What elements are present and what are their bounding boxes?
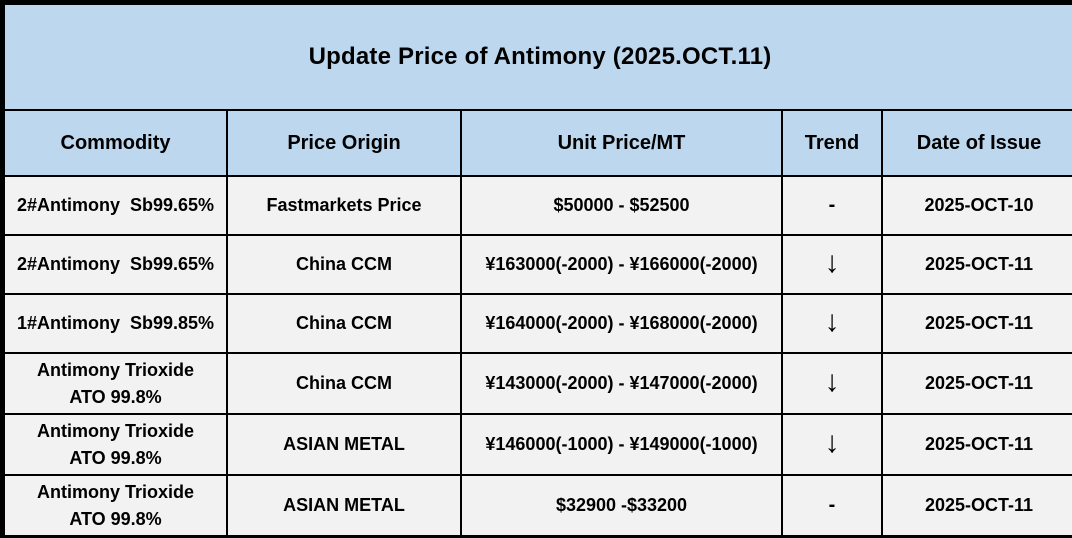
trend-down-arrow-icon: ↓ bbox=[781, 293, 883, 354]
table-row: 1#Antimony Sb99.85% China CCM ¥164000(-2… bbox=[3, 293, 1072, 354]
column-header-commodity: Commodity bbox=[3, 109, 228, 177]
date-of-issue-cell: 2025-OCT-11 bbox=[880, 293, 1072, 354]
price-origin-cell: ASIAN METAL bbox=[226, 413, 462, 476]
commodity-cell: 2#Antimony Sb99.65% bbox=[3, 175, 228, 236]
column-header-unit-price: Unit Price/MT bbox=[460, 109, 783, 177]
date-of-issue-cell: 2025-OCT-11 bbox=[880, 474, 1072, 537]
column-header-price-origin: Price Origin bbox=[226, 109, 462, 177]
date-of-issue-cell: 2025-OCT-11 bbox=[880, 234, 1072, 295]
commodity-cell: Antimony Trioxide ATO 99.8% bbox=[3, 474, 228, 537]
unit-price-cell: ¥164000(-2000) - ¥168000(-2000) bbox=[460, 293, 783, 354]
price-origin-cell: Fastmarkets Price bbox=[226, 175, 462, 236]
table-row: Antimony Trioxide ATO 99.8% ASIAN METAL … bbox=[3, 413, 1072, 476]
price-origin-cell: China CCM bbox=[226, 234, 462, 295]
trend-down-arrow-icon: ↓ bbox=[781, 413, 883, 476]
column-header-trend: Trend bbox=[781, 109, 883, 177]
date-of-issue-cell: 2025-OCT-11 bbox=[880, 352, 1072, 415]
date-of-issue-cell: 2025-OCT-10 bbox=[880, 175, 1072, 236]
commodity-cell: Antimony Trioxide ATO 99.8% bbox=[3, 352, 228, 415]
trend-cell: - bbox=[781, 175, 883, 236]
unit-price-cell: ¥143000(-2000) - ¥147000(-2000) bbox=[460, 352, 783, 415]
table-row: 2#Antimony Sb99.65% China CCM ¥163000(-2… bbox=[3, 234, 1072, 295]
title-row: Update Price of Antimony (2025.OCT.11) bbox=[2, 3, 1072, 111]
commodity-cell: 1#Antimony Sb99.85% bbox=[3, 293, 228, 354]
unit-price-cell: $32900 -$33200 bbox=[460, 474, 783, 537]
page-title: Update Price of Antimony (2025.OCT.11) bbox=[2, 3, 1072, 111]
unit-price-cell: ¥163000(-2000) - ¥166000(-2000) bbox=[460, 234, 783, 295]
date-of-issue-cell: 2025-OCT-11 bbox=[880, 413, 1072, 476]
trend-down-arrow-icon: ↓ bbox=[781, 352, 883, 415]
table-row: 2#Antimony Sb99.65% Fastmarkets Price $5… bbox=[3, 175, 1072, 236]
price-origin-cell: China CCM bbox=[226, 293, 462, 354]
trend-cell: - bbox=[781, 474, 883, 537]
price-table: Update Price of Antimony (2025.OCT.11) C… bbox=[2, 3, 1072, 537]
trend-down-arrow-icon: ↓ bbox=[781, 234, 883, 295]
column-header-row: Commodity Price Origin Unit Price/MT Tre… bbox=[3, 109, 1072, 177]
price-origin-cell: China CCM bbox=[226, 352, 462, 415]
table-row: Antimony Trioxide ATO 99.8% ASIAN METAL … bbox=[3, 474, 1072, 537]
unit-price-cell: $50000 - $52500 bbox=[460, 175, 783, 236]
column-header-date-of-issue: Date of Issue bbox=[880, 109, 1072, 177]
commodity-cell: Antimony Trioxide ATO 99.8% bbox=[3, 413, 228, 476]
unit-price-cell: ¥146000(-1000) - ¥149000(-1000) bbox=[460, 413, 783, 476]
price-origin-cell: ASIAN METAL bbox=[226, 474, 462, 537]
commodity-cell: 2#Antimony Sb99.65% bbox=[3, 234, 228, 295]
table-row: Antimony Trioxide ATO 99.8% China CCM ¥1… bbox=[3, 352, 1072, 415]
